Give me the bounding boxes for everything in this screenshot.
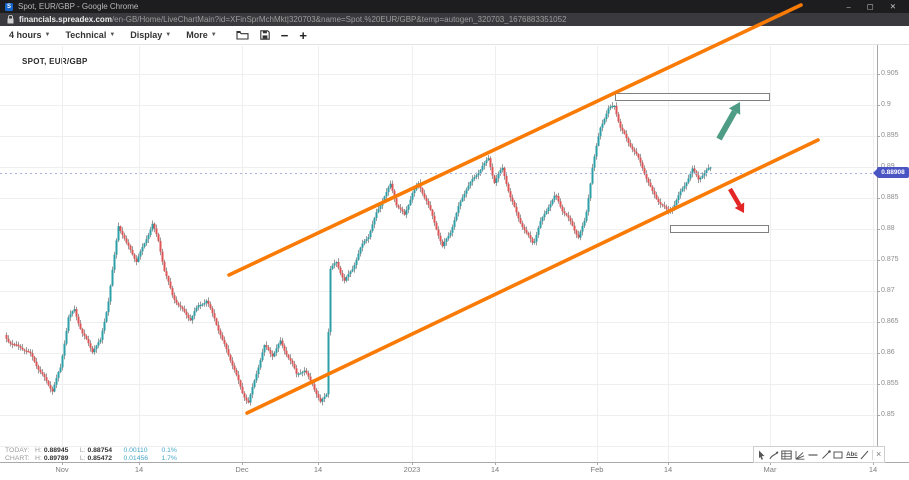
zoom-in-button[interactable]: + bbox=[299, 27, 307, 43]
display-dropdown[interactable]: Display ▼ bbox=[130, 30, 171, 40]
price-axis-label: 0.895 bbox=[881, 132, 899, 139]
today-label: TODAY: bbox=[5, 447, 30, 454]
pointer-tool[interactable] bbox=[757, 447, 766, 462]
text-tool[interactable]: Abc bbox=[846, 447, 857, 462]
chevron-down-icon: ▼ bbox=[165, 32, 172, 38]
today-low-value: 0.88754 bbox=[87, 447, 113, 454]
date-axis-label: 14 bbox=[663, 465, 673, 474]
today-high-value: 0.88945 bbox=[43, 447, 69, 454]
date-axis-label: Feb bbox=[590, 465, 604, 474]
chart-label: CHART: bbox=[5, 455, 30, 462]
technical-label: Technical bbox=[65, 30, 107, 40]
ohlc-stats: TODAY: H: 0.88945 L: 0.88754 0.00110 0.1… bbox=[5, 447, 177, 463]
price-axis-label: 0.885 bbox=[881, 194, 899, 201]
address-bar[interactable]: financials.spreadex.com/en-GB/Home/LiveC… bbox=[0, 13, 909, 26]
date-axis-label: 14 bbox=[134, 465, 144, 474]
maximize-icon[interactable]: ▢ bbox=[866, 1, 874, 11]
more-label: More bbox=[186, 30, 208, 40]
price-axis-label: 0.855 bbox=[881, 380, 899, 387]
timeframe-label: 4 hours bbox=[9, 30, 42, 40]
date-axis-label: 14 bbox=[868, 465, 878, 474]
ray-tool[interactable] bbox=[860, 447, 869, 462]
more-dropdown[interactable]: More ▼ bbox=[186, 30, 216, 40]
chart-low-value: 0.85472 bbox=[87, 455, 113, 462]
price-axis-label: 0.88 bbox=[881, 225, 895, 232]
brush-icon bbox=[769, 450, 779, 459]
chevron-down-icon: ▼ bbox=[210, 32, 217, 38]
chart-change-value: 0.01456 bbox=[123, 455, 149, 462]
date-axis-label: 2023 bbox=[403, 465, 421, 474]
save-chart-button[interactable] bbox=[259, 30, 270, 40]
chart-change-pct: 1.7% bbox=[161, 455, 177, 462]
chevron-down-icon: ▼ bbox=[44, 32, 51, 38]
url-text[interactable]: financials.spreadex.com/en-GB/Home/LiveC… bbox=[19, 15, 567, 24]
stats-row-chart: CHART: H: 0.89789 L: 0.85472 0.01456 1.7… bbox=[5, 455, 177, 463]
drawing-toolbar: Abc × bbox=[753, 446, 885, 463]
text-tool-icon: Abc bbox=[846, 451, 858, 458]
ray-icon bbox=[860, 450, 869, 459]
chart-toolbar: 4 hours ▼ Technical ▼ Display ▼ More ▼ −… bbox=[0, 26, 909, 45]
price-axis-label: 0.875 bbox=[881, 256, 899, 263]
chevron-down-icon: ▼ bbox=[109, 32, 116, 38]
price-axis-label: 0.905 bbox=[881, 70, 899, 77]
high-label: H: bbox=[35, 455, 42, 462]
technical-dropdown[interactable]: Technical ▼ bbox=[65, 30, 115, 40]
timeframe-dropdown[interactable]: 4 hours ▼ bbox=[9, 30, 50, 40]
stats-row-today: TODAY: H: 0.88945 L: 0.88754 0.00110 0.1… bbox=[5, 447, 177, 455]
display-label: Display bbox=[130, 30, 163, 40]
high-label: H: bbox=[35, 447, 42, 454]
current-price-badge: 0.88908 bbox=[877, 167, 909, 179]
zoom-out-button[interactable]: − bbox=[280, 27, 289, 43]
horizontal-line-tool[interactable] bbox=[808, 447, 818, 462]
price-axis-label: 0.9 bbox=[881, 101, 891, 108]
price-axis-label: 0.85 bbox=[881, 411, 895, 418]
today-change-pct: 0.1% bbox=[161, 447, 177, 454]
chart-high-value: 0.89789 bbox=[43, 455, 69, 462]
date-axis-label: 14 bbox=[313, 465, 323, 474]
close-toolbar-button[interactable]: × bbox=[876, 447, 881, 462]
close-icon[interactable]: ✕ bbox=[889, 1, 896, 11]
today-change-value: 0.00110 bbox=[123, 447, 148, 454]
price-axis-label: 0.86 bbox=[881, 349, 895, 356]
spreadex-favicon: S bbox=[5, 2, 13, 11]
price-axis-label: 0.87 bbox=[881, 287, 895, 294]
low-label: L: bbox=[79, 447, 86, 454]
trend-line-tool[interactable] bbox=[821, 447, 831, 462]
horizontal-line-icon bbox=[808, 453, 818, 456]
date-axis-label: Nov bbox=[55, 465, 69, 474]
url-domain: financials.spreadex.com bbox=[19, 15, 112, 24]
fib-grid-tool[interactable] bbox=[781, 447, 793, 462]
minimize-icon[interactable]: – bbox=[846, 1, 851, 11]
folder-icon bbox=[236, 30, 249, 40]
open-chart-button[interactable] bbox=[236, 30, 249, 40]
symbol-label: SPOT, EUR/GBP bbox=[22, 57, 88, 66]
trend-angle-icon bbox=[795, 450, 805, 460]
window-titlebar: S Spot, EUR/GBP - Google Chrome – ▢ ✕ bbox=[0, 0, 909, 13]
close-icon: × bbox=[875, 449, 882, 459]
toolbar-divider bbox=[872, 449, 874, 460]
rectangle-icon bbox=[833, 451, 843, 458]
price-axis-label: 0.865 bbox=[881, 318, 899, 325]
lock-icon[interactable] bbox=[7, 15, 14, 24]
trend-angle-tool[interactable] bbox=[795, 447, 805, 462]
pointer-icon bbox=[758, 450, 765, 460]
chart-plot-area[interactable] bbox=[0, 45, 909, 480]
rectangle-tool[interactable] bbox=[833, 447, 843, 462]
url-path: /en-GB/Home/LiveChartMain?id=XFinSprMchM… bbox=[111, 15, 567, 24]
low-label: L: bbox=[79, 455, 86, 462]
floppy-icon bbox=[259, 30, 270, 40]
date-axis-label: Dec bbox=[235, 465, 249, 474]
fib-grid-icon bbox=[781, 450, 793, 459]
trend-line-icon bbox=[821, 449, 831, 459]
date-axis-label: 14 bbox=[490, 465, 500, 474]
date-axis-label: Mar bbox=[763, 465, 777, 474]
window-title: Spot, EUR/GBP - Google Chrome bbox=[18, 2, 139, 11]
brush-tool[interactable] bbox=[769, 447, 779, 462]
